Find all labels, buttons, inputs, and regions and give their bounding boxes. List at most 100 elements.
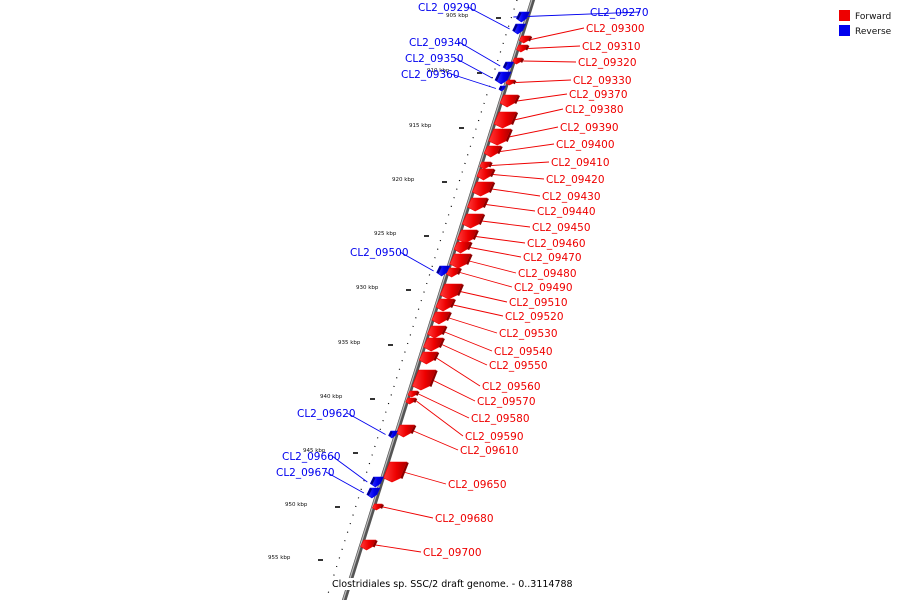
gene-arrow-side xyxy=(505,129,513,142)
gene-label[interactable]: CL2_09340 xyxy=(409,37,468,49)
gene-arrow[interactable] xyxy=(360,539,377,551)
gene-label[interactable]: CL2_09330 xyxy=(573,75,632,87)
gene-arrow-side xyxy=(438,338,445,348)
gene-arrow[interactable] xyxy=(479,161,492,170)
gene-arrow[interactable] xyxy=(372,503,383,511)
gene-label[interactable]: CL2_09510 xyxy=(509,297,568,309)
gene-label[interactable]: CL2_09610 xyxy=(460,445,519,457)
gene-connector xyxy=(475,236,526,244)
gene-connector xyxy=(331,455,368,483)
gene-arrow[interactable] xyxy=(435,298,455,312)
gene-arrow[interactable] xyxy=(518,35,531,44)
gene-connector xyxy=(491,161,550,166)
gene-arrow-side xyxy=(498,86,503,91)
scale-tick-label: 910 kbp xyxy=(427,68,450,74)
gene-arrow[interactable] xyxy=(512,57,523,65)
scale-tick-label: 920 kbp xyxy=(392,177,415,183)
gene-label[interactable]: CL2_09310 xyxy=(582,41,641,53)
gene-arrow[interactable] xyxy=(488,128,512,146)
gene-arrow[interactable] xyxy=(383,461,408,483)
gene-arrow-side xyxy=(388,431,393,437)
gene-connector xyxy=(444,331,493,352)
gene-label[interactable]: CL2_09590 xyxy=(465,431,524,443)
gene-connector xyxy=(517,93,568,102)
gene-arrow[interactable] xyxy=(423,337,444,352)
gene-label[interactable]: CL2_09570 xyxy=(477,396,536,408)
gene-arrow[interactable] xyxy=(471,181,494,197)
gene-label[interactable]: CL2_09550 xyxy=(489,360,548,372)
gene-arrow[interactable] xyxy=(418,351,438,365)
gene-arrow[interactable] xyxy=(449,253,472,269)
gene-arrow[interactable] xyxy=(516,44,528,53)
gene-label[interactable]: CL2_09700 xyxy=(423,547,482,559)
gene-arrow[interactable] xyxy=(431,311,451,325)
gene-label[interactable]: CL2_09530 xyxy=(499,328,558,340)
gene-label[interactable]: CL2_09440 xyxy=(537,206,596,218)
gene-arrow[interactable] xyxy=(411,369,437,391)
gene-arrow[interactable] xyxy=(405,397,416,405)
gene-arrow[interactable] xyxy=(467,197,488,212)
gene-arrow[interactable] xyxy=(505,79,515,86)
gene-label[interactable]: CL2_09320 xyxy=(578,57,637,69)
gene-label[interactable]: CL2_09680 xyxy=(435,513,494,525)
gene-arrow[interactable] xyxy=(476,168,494,181)
gene-label[interactable]: CL2_09380 xyxy=(565,104,624,116)
gene-arrow[interactable] xyxy=(427,325,446,339)
gene-label[interactable]: CL2_09660 xyxy=(282,451,341,463)
gene-arrow[interactable] xyxy=(457,229,478,244)
gene-label[interactable]: CL2_09300 xyxy=(586,23,645,35)
gene-label[interactable]: CL2_09270 xyxy=(590,7,649,19)
gene-label[interactable]: CL2_09370 xyxy=(569,89,628,101)
gene-label[interactable]: CL2_09470 xyxy=(523,252,582,264)
gene-labels[interactable]: CL2_09270 CL2_09290 CL2_09300 CL2_09310 CL2_… xyxy=(276,2,649,559)
gene-label[interactable]: CL2_09450 xyxy=(532,222,591,234)
gene-connector xyxy=(513,108,564,121)
gene-connector xyxy=(528,45,581,49)
gene-label[interactable]: CL2_09430 xyxy=(542,191,601,203)
gene-label[interactable]: CL2_09490 xyxy=(514,282,573,294)
gene-arrow[interactable] xyxy=(483,145,502,158)
gene-label[interactable]: CL2_09560 xyxy=(482,381,541,393)
scale-tick-label: 930 kbp xyxy=(356,285,379,291)
gene-label[interactable]: CL2_09350 xyxy=(405,53,464,65)
gene-arrow[interactable] xyxy=(445,267,461,278)
gene-label[interactable]: CL2_09410 xyxy=(551,157,610,169)
gene-connector xyxy=(481,220,531,228)
gene-label[interactable]: CL2_09620 xyxy=(297,408,356,420)
gene-arrow[interactable] xyxy=(407,390,418,398)
gene-label[interactable]: CL2_09400 xyxy=(556,139,615,151)
gene-connector xyxy=(467,6,510,30)
gene-connector xyxy=(346,412,386,435)
gene-arrow-side xyxy=(482,198,489,208)
gene-arrow-side xyxy=(372,540,378,548)
gene-label[interactable]: CL2_09500 xyxy=(350,247,409,259)
gene-label[interactable]: CL2_09540 xyxy=(494,346,553,358)
gene-arrow-side xyxy=(525,45,530,51)
gene-arrow[interactable] xyxy=(499,94,519,108)
gene-label[interactable]: CL2_09420 xyxy=(546,174,605,186)
gene-connector xyxy=(458,41,501,67)
gene-arrow-side xyxy=(457,268,462,275)
legend-reverse-label: Reverse xyxy=(855,27,892,37)
gene-connector xyxy=(459,272,513,288)
gene-arrow[interactable] xyxy=(453,241,472,254)
scale-ticks: 905 kbp 910 kbp 915 kbp 920 kbp 925 kbp 930 k… xyxy=(268,13,501,561)
gene-arrow-side xyxy=(495,72,501,81)
gene-label[interactable]: CL2_09360 xyxy=(401,69,460,81)
gene-label[interactable]: CL2_09650 xyxy=(448,479,507,491)
gene-arrow[interactable] xyxy=(439,283,463,300)
gene-arrow[interactable] xyxy=(493,111,517,129)
gene-arrow-side xyxy=(441,326,448,335)
gene-arrow[interactable] xyxy=(461,213,484,229)
gene-label[interactable]: CL2_09520 xyxy=(505,311,564,323)
gene-label[interactable]: CL2_09460 xyxy=(527,238,586,250)
gene-label[interactable]: CL2_09480 xyxy=(518,268,577,280)
gene-arrow-side xyxy=(488,162,493,168)
gene-label[interactable]: CL2_09670 xyxy=(276,467,335,479)
gene-label[interactable]: CL2_09580 xyxy=(471,413,530,425)
gene-arrow-side xyxy=(528,36,533,42)
gene-label[interactable]: CL2_09390 xyxy=(560,122,619,134)
gene-label[interactable]: CL2_09290 xyxy=(418,2,477,14)
gene-glyphs[interactable] xyxy=(360,11,533,551)
